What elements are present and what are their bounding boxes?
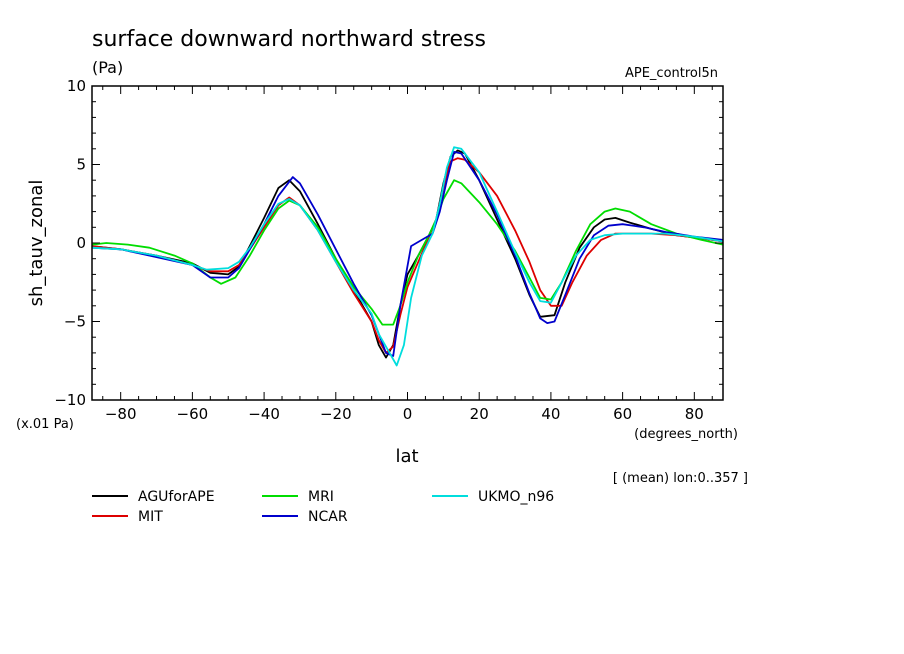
legend-item: NCAR [262, 509, 348, 525]
x-tick-label: −60 [177, 405, 209, 423]
y-tick-label: −5 [64, 313, 86, 331]
x-units: (degrees_north) [634, 427, 738, 442]
legend-item: AGUforAPE [92, 489, 215, 505]
x-tick-label: 60 [613, 405, 632, 423]
x-tick-label: −40 [248, 405, 280, 423]
series-line-mri [91, 179, 724, 326]
y-tick-label: 0 [76, 234, 86, 252]
mean-note: [ (mean) lon:0..357 ] [613, 471, 748, 486]
x-tick-label: 0 [403, 405, 413, 423]
x-tick-label: −20 [320, 405, 352, 423]
axis-ticks: −80 −60 −40 −20 0 20 40 60 80 −10 −5 0 5 10 [54, 77, 723, 423]
legend-label: MRI [308, 489, 334, 505]
chart-units: (Pa) [92, 58, 123, 77]
scale-note: (x.01 Pa) [16, 417, 74, 432]
legend-label: UKMO_n96 [478, 489, 554, 505]
x-tick-label: 80 [685, 405, 704, 423]
y-tick-label: 10 [67, 77, 86, 95]
legend-item: UKMO_n96 [432, 489, 554, 505]
y-axis-label: sh_tauv_zonal [26, 180, 47, 307]
x-tick-label: −80 [105, 405, 137, 423]
plot-frame [91, 85, 724, 401]
chart-title: surface downward northward stress [92, 27, 486, 52]
plot-lines [91, 146, 724, 367]
series-line-ncar [91, 150, 724, 357]
legend-label: AGUforAPE [138, 489, 215, 505]
x-tick-label: 40 [541, 405, 560, 423]
y-tick-label: 5 [76, 156, 86, 174]
legend-label: NCAR [308, 509, 348, 525]
run-label: APE_control5n [625, 66, 718, 81]
legend-label: MIT [138, 509, 163, 525]
legend: AGUforAPE MIT MRI NCAR UKMO_n96 [92, 489, 554, 525]
x-axis-label: lat [395, 446, 418, 467]
x-tick-label: 20 [470, 405, 489, 423]
series-line-ukmo-n96 [91, 146, 724, 367]
legend-item: MIT [92, 509, 163, 525]
legend-item: MRI [262, 489, 334, 505]
y-tick-label: −10 [54, 391, 86, 409]
